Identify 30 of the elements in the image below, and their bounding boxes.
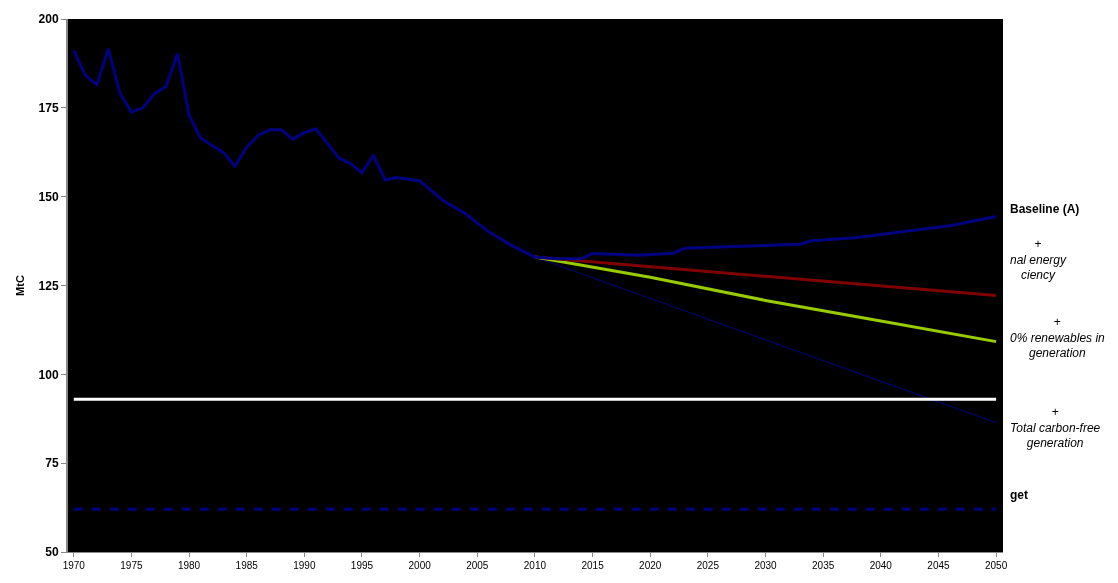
x-tick-label: 2050 — [984, 560, 1008, 571]
x-tick-label: 1970 — [62, 560, 86, 571]
x-tick-label: 2010 — [523, 560, 547, 571]
x-tick-label: 2045 — [927, 560, 950, 571]
y-tick-label: 125 — [38, 278, 59, 293]
x-tick-label: 2035 — [812, 560, 835, 571]
series-label: + Total carbon-free generation — [1010, 405, 1101, 451]
y-tick-label: 75 — [45, 456, 59, 471]
series-label: + 0% renewables in generation — [1010, 315, 1106, 361]
x-tick-label: 2005 — [466, 560, 489, 571]
y-tick-label: 50 — [45, 545, 59, 560]
x-tick-label: 2000 — [408, 560, 432, 571]
x-tick-label: 2040 — [869, 560, 893, 571]
y-tick-label: 200 — [38, 12, 59, 27]
ref-line-label: get — [1010, 488, 1028, 502]
series-label: Baseline (A) — [1010, 202, 1080, 216]
x-tick-label: 2030 — [754, 560, 778, 571]
x-tick-label: 1980 — [177, 560, 201, 571]
x-tick-label: 1990 — [293, 560, 316, 571]
y-tick-label: 100 — [38, 367, 59, 382]
x-tick-label: 2015 — [581, 560, 605, 571]
series-label: + nal energy ciency — [1010, 237, 1068, 283]
y-tick-label: 175 — [38, 101, 59, 116]
y-axis-title: MtC — [13, 275, 26, 296]
x-tick-label: 1975 — [120, 560, 143, 571]
x-tick-label: 1995 — [350, 560, 374, 571]
x-tick-label: 2020 — [639, 560, 662, 571]
x-tick-label: 2025 — [696, 560, 720, 571]
x-tick-label: 1985 — [235, 560, 259, 571]
y-tick-label: 150 — [38, 189, 59, 204]
